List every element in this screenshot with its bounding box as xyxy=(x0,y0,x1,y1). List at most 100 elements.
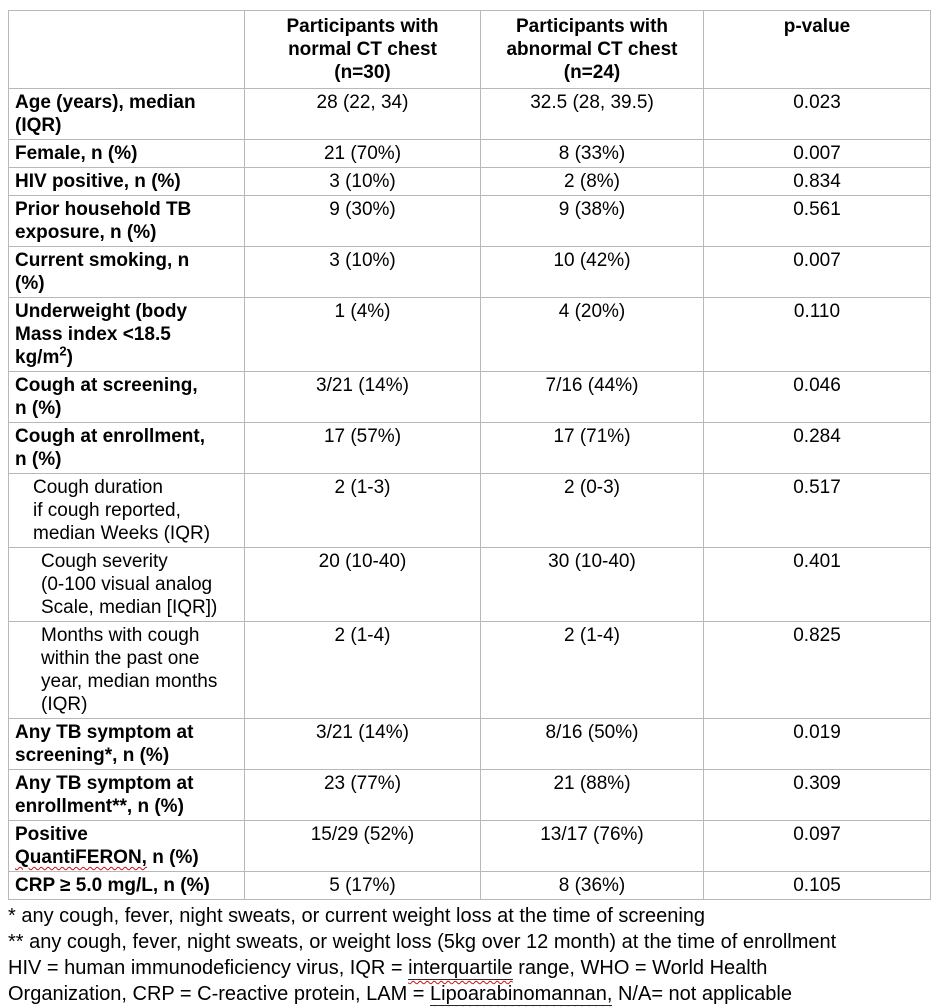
row-label-cell: Months with cough within the past one ye… xyxy=(8,621,245,719)
value-normal-ct-cell: 23 (77%) xyxy=(244,769,481,821)
pvalue-cell: 0.284 xyxy=(703,422,931,474)
table-row: Months with cough within the past one ye… xyxy=(8,621,931,719)
value-normal-ct-cell: 3/21 (14%) xyxy=(244,371,481,423)
pvalue-cell: 0.023 xyxy=(703,88,931,140)
row-label-cell: Female, n (%) xyxy=(8,139,245,168)
value-normal-ct-cell: 3 (10%) xyxy=(244,246,481,298)
row-label-cell: Age (years), median (IQR) xyxy=(8,88,245,140)
table-row: Any TB symptom at screening*, n (%) 3/21 … xyxy=(8,718,931,770)
pvalue-cell: 0.007 xyxy=(703,139,931,168)
value-abnormal-ct-cell: 8/16 (50%) xyxy=(480,718,704,770)
value-abnormal-ct-cell: 10 (42%) xyxy=(480,246,704,298)
table-row: Prior household TB exposure, n (%) 9 (30%… xyxy=(8,195,931,247)
table-row: Current smoking, n (%) 3 (10%) 10 (42%) 0.0… xyxy=(8,246,931,298)
value-normal-ct-cell: 17 (57%) xyxy=(244,422,481,474)
text-segment: ) xyxy=(66,347,73,368)
value-normal-ct-cell: 20 (10-40) xyxy=(244,547,481,622)
table-header: Participants with normal CT chest (n=30)… xyxy=(8,10,931,89)
text-segment: ** any cough, fever, night sweats, or we… xyxy=(8,931,837,953)
spellcheck-flagged-word: interquartile xyxy=(408,957,513,980)
text-segment: n (%) xyxy=(146,847,199,868)
spellcheck-flagged-word: QuantiFERON, xyxy=(15,847,147,868)
table-row: Underweight (body Mass index <18.5 kg/m2… xyxy=(8,297,931,372)
footnote: HIV = human immunodeficiency virus, IQR … xyxy=(8,955,948,1007)
value-abnormal-ct-cell: 7/16 (44%) xyxy=(480,371,704,423)
pvalue-cell: 0.110 xyxy=(703,297,931,372)
text-segment: HIV = human immunodeficiency virus, IQR … xyxy=(8,957,409,979)
row-label-cell: Prior household TB exposure, n (%) xyxy=(8,195,245,247)
column-header-empty xyxy=(8,10,245,89)
text-segment: * any cough, fever, night sweats, or cur… xyxy=(8,905,706,927)
value-abnormal-ct-cell: 17 (71%) xyxy=(480,422,704,474)
pvalue-cell: 0.309 xyxy=(703,769,931,821)
footnotes: * any cough, fever, night sweats, or cur… xyxy=(8,903,948,1007)
table-row: Cough severity (0-100 visual analog Scal… xyxy=(8,547,931,622)
row-label-cell: Current smoking, n (%) xyxy=(8,246,245,298)
value-normal-ct-cell: 1 (4%) xyxy=(244,297,481,372)
footnote: ** any cough, fever, night sweats, or we… xyxy=(8,929,948,955)
value-normal-ct-cell: 3/21 (14%) xyxy=(244,718,481,770)
text-segment: Positive xyxy=(15,824,88,845)
column-header-normal-ct: Participants with normal CT chest (n=30) xyxy=(244,10,481,89)
pvalue-cell: 0.019 xyxy=(703,718,931,770)
text-segment: Underweight (body Mass index <18.5 kg/m xyxy=(15,301,188,368)
value-abnormal-ct-cell: 13/17 (76%) xyxy=(480,820,704,872)
value-normal-ct-cell: 21 (70%) xyxy=(244,139,481,168)
row-label-cell: Positive QuantiFERON, n (%) xyxy=(8,820,245,872)
row-label-cell: Underweight (body Mass index <18.5 kg/m2… xyxy=(8,297,245,372)
value-abnormal-ct-cell: 30 (10-40) xyxy=(480,547,704,622)
table-row: Cough at screening, n (%) 3/21 (14%) 7/16 … xyxy=(8,371,931,423)
pvalue-cell: 0.105 xyxy=(703,871,931,900)
pvalue-cell: 0.046 xyxy=(703,371,931,423)
footnote: * any cough, fever, night sweats, or cur… xyxy=(8,903,948,929)
text-segment: N/A= not applicable xyxy=(612,983,792,1005)
spellcheck-flagged-word: Lipoarabinomannan, xyxy=(430,983,613,1006)
value-normal-ct-cell: 2 (1-4) xyxy=(244,621,481,719)
header-row: Participants with normal CT chest (n=30)… xyxy=(8,10,931,89)
table-row: HIV positive, n (%) 3 (10%) 2 (8%) 0.834 xyxy=(8,167,931,196)
value-abnormal-ct-cell: 4 (20%) xyxy=(480,297,704,372)
value-normal-ct-cell: 28 (22, 34) xyxy=(244,88,481,140)
row-label-cell: HIV positive, n (%) xyxy=(8,167,245,196)
value-normal-ct-cell: 9 (30%) xyxy=(244,195,481,247)
value-abnormal-ct-cell: 8 (36%) xyxy=(480,871,704,900)
pvalue-cell: 0.834 xyxy=(703,167,931,196)
value-abnormal-ct-cell: 2 (8%) xyxy=(480,167,704,196)
comparison-table: Participants with normal CT chest (n=30)… xyxy=(8,10,931,900)
row-label-cell: Cough at enrollment, n (%) xyxy=(8,422,245,474)
column-header-abnormal-ct: Participants with abnormal CT chest (n=2… xyxy=(480,10,704,89)
value-abnormal-ct-cell: 8 (33%) xyxy=(480,139,704,168)
table-row: CRP ≥ 5.0 mg/L, n (%) 5 (17%) 8 (36%) 0.105 xyxy=(8,871,931,900)
table-row: Positive QuantiFERON, n (%) 15/29 (52%) 13… xyxy=(8,820,931,872)
row-label-cell: Any TB symptom at screening*, n (%) xyxy=(8,718,245,770)
table-row: Cough at enrollment, n (%) 17 (57%) 17 (71… xyxy=(8,422,931,474)
value-normal-ct-cell: 3 (10%) xyxy=(244,167,481,196)
value-normal-ct-cell: 2 (1-3) xyxy=(244,473,481,548)
row-label-cell: Cough at screening, n (%) xyxy=(8,371,245,423)
row-label-cell: Cough duration if cough reported, median… xyxy=(8,473,245,548)
pvalue-cell: 0.401 xyxy=(703,547,931,622)
table-row: Any TB symptom at enrollment**, n (%) 23 … xyxy=(8,769,931,821)
pvalue-cell: 0.007 xyxy=(703,246,931,298)
value-normal-ct-cell: 15/29 (52%) xyxy=(244,820,481,872)
table-row: Age (years), median (IQR) 28 (22, 34) 32.5… xyxy=(8,88,931,140)
column-header-pvalue: p-value xyxy=(703,10,931,89)
pvalue-cell: 0.097 xyxy=(703,820,931,872)
value-abnormal-ct-cell: 2 (1-4) xyxy=(480,621,704,719)
table-row: Female, n (%) 21 (70%) 8 (33%) 0.007 xyxy=(8,139,931,168)
value-normal-ct-cell: 5 (17%) xyxy=(244,871,481,900)
value-abnormal-ct-cell: 2 (0-3) xyxy=(480,473,704,548)
value-abnormal-ct-cell: 21 (88%) xyxy=(480,769,704,821)
value-abnormal-ct-cell: 9 (38%) xyxy=(480,195,704,247)
row-label-cell: Cough severity (0-100 visual analog Scal… xyxy=(8,547,245,622)
table-row: Cough duration if cough reported, median… xyxy=(8,473,931,548)
pvalue-cell: 0.517 xyxy=(703,473,931,548)
superscript: 2 xyxy=(59,343,67,359)
pvalue-cell: 0.825 xyxy=(703,621,931,719)
table-body: Age (years), median (IQR) 28 (22, 34) 32.5… xyxy=(8,88,931,900)
value-abnormal-ct-cell: 32.5 (28, 39.5) xyxy=(480,88,704,140)
row-label-cell: Any TB symptom at enrollment**, n (%) xyxy=(8,769,245,821)
row-label-cell: CRP ≥ 5.0 mg/L, n (%) xyxy=(8,871,245,900)
pvalue-cell: 0.561 xyxy=(703,195,931,247)
